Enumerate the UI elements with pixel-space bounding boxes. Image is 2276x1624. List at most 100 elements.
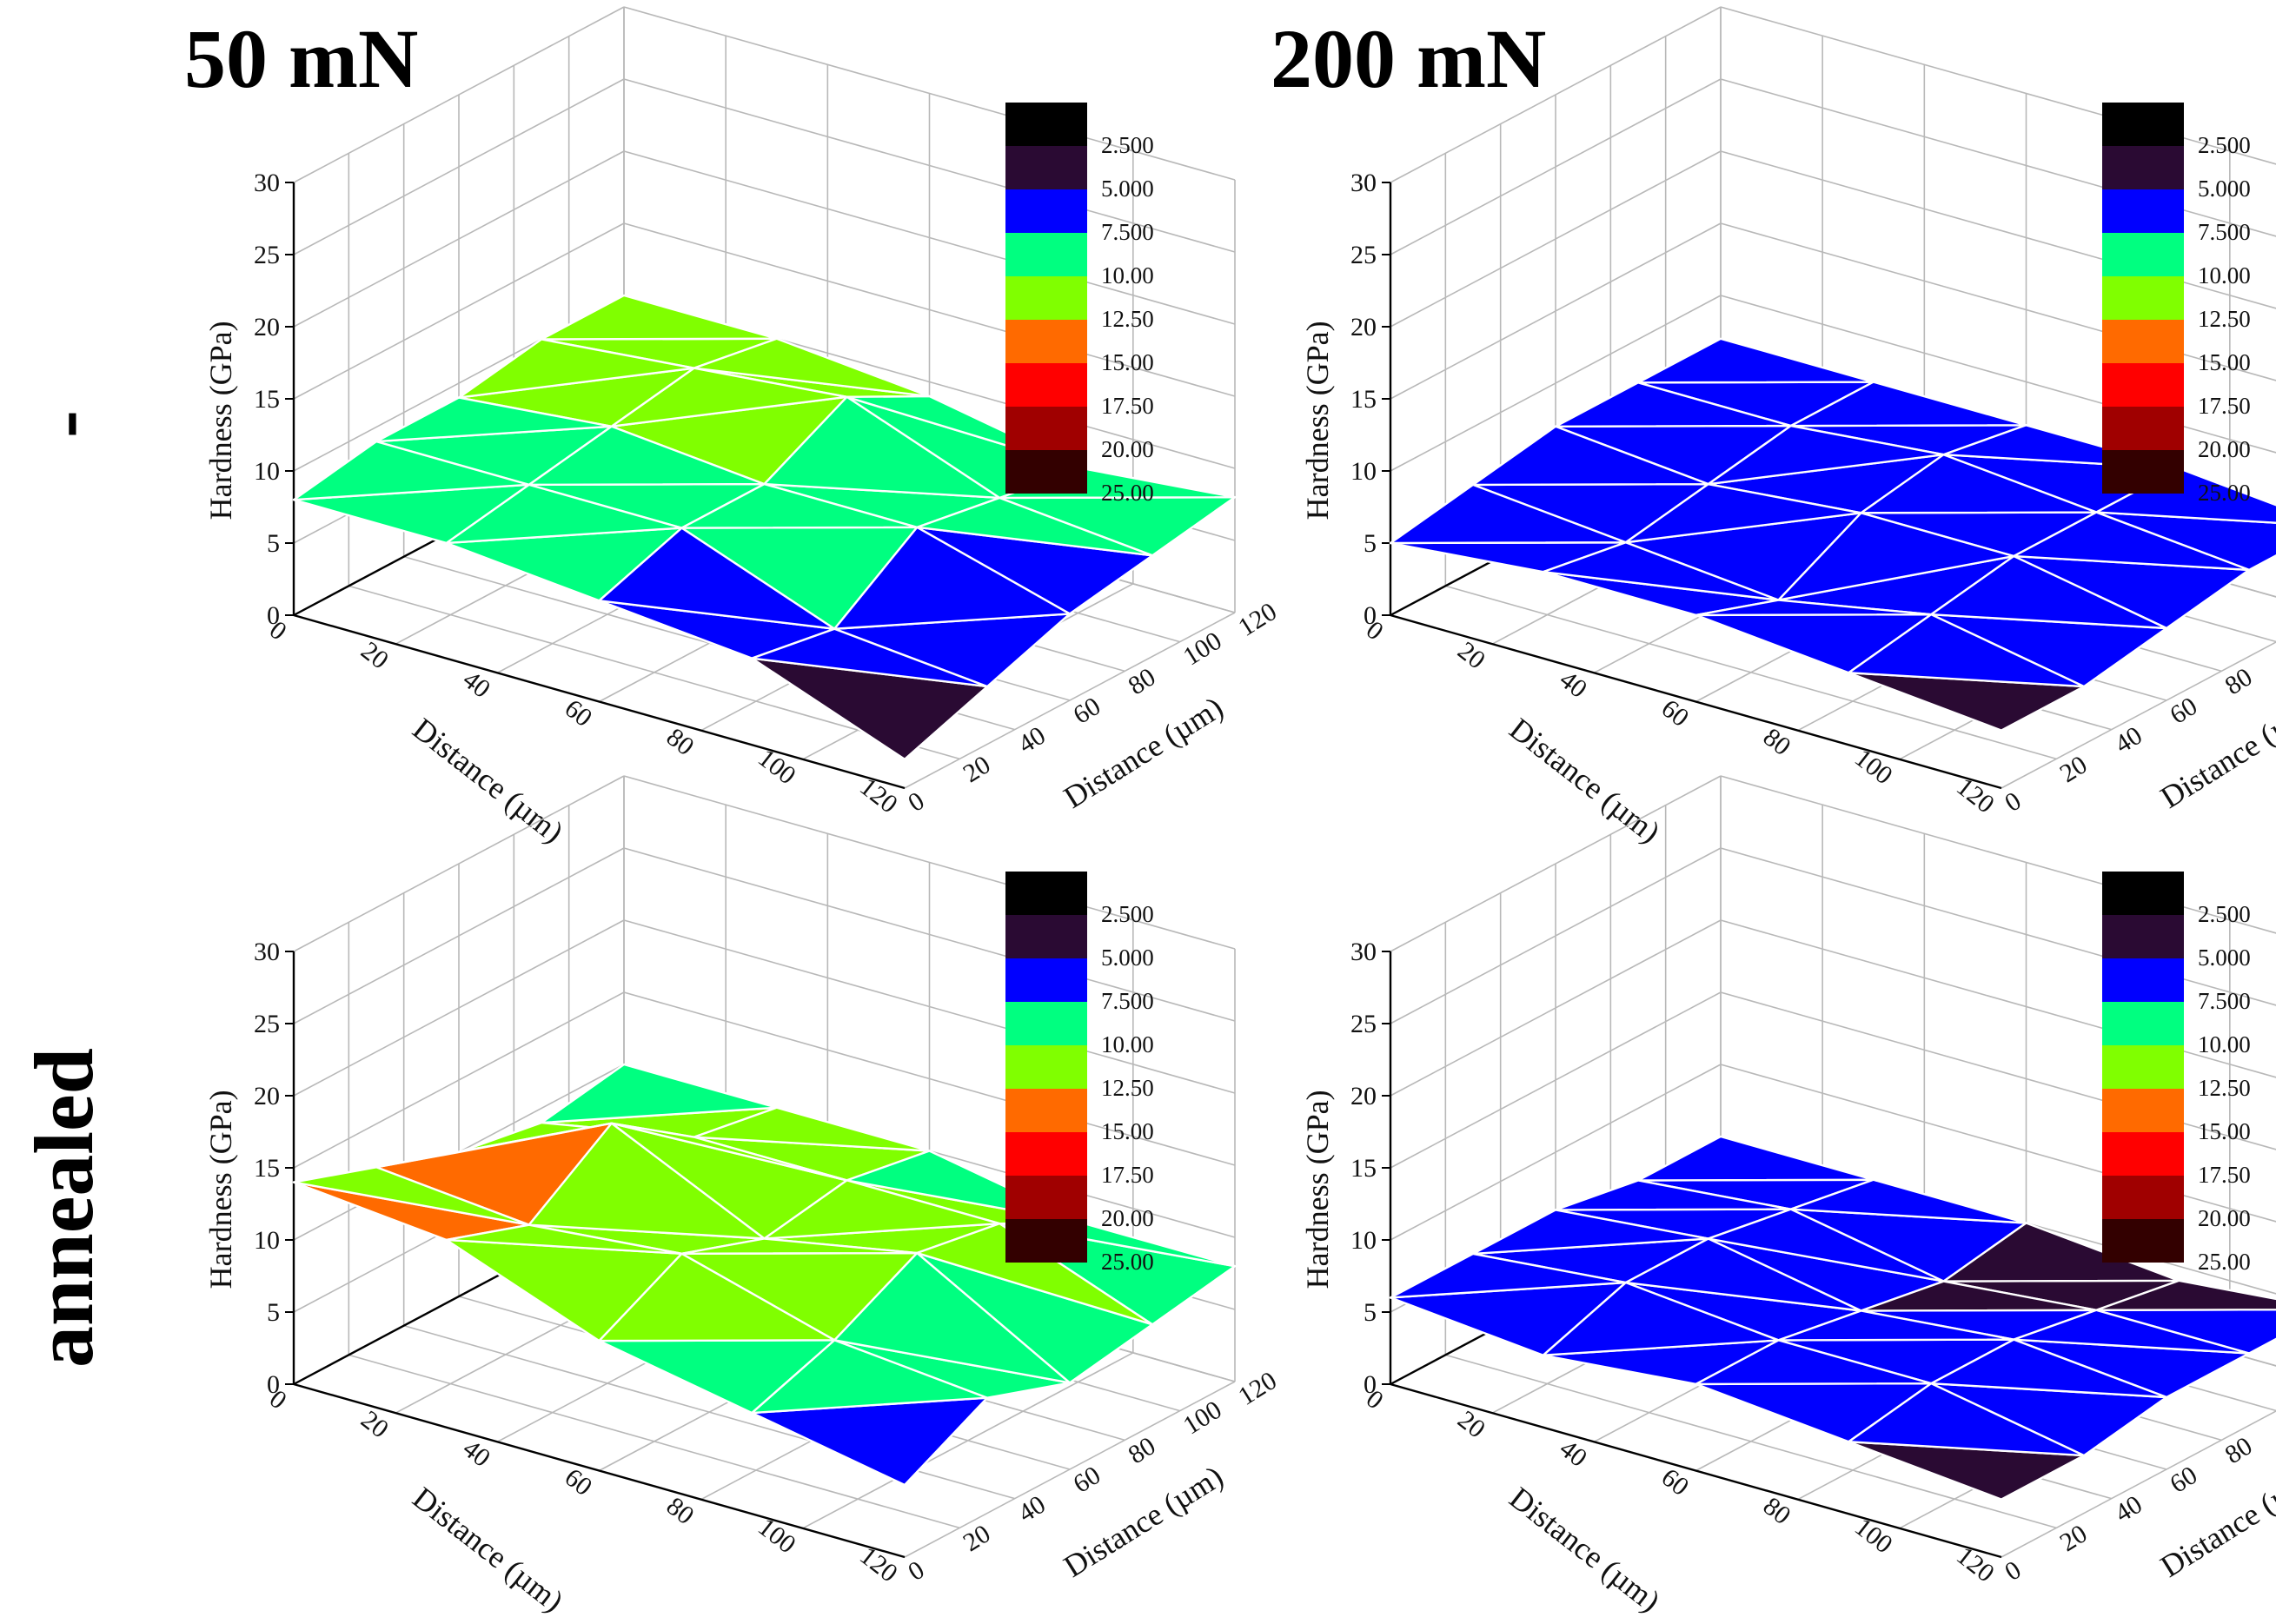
colorbar-label: 5.000 (1101, 176, 1154, 202)
grid-line (2001, 1410, 2276, 1558)
z-tick-label: 20 (254, 313, 280, 341)
colorbar-label: 7.500 (1101, 219, 1154, 245)
surface-facet (528, 425, 766, 487)
surface-facet (680, 482, 919, 529)
y-tick-label: 120 (1233, 1366, 1282, 1411)
grid-line (1720, 919, 2276, 1078)
colorbar-swatch (1005, 103, 1087, 146)
colorbar-label: 7.500 (1101, 988, 1154, 1014)
colorbar-swatch (2102, 958, 2184, 1002)
x-axis-label: Distance (µm) (407, 711, 570, 849)
x-axis-label: Distance (µm) (1503, 1480, 1667, 1618)
colorbar-swatch (2102, 872, 2184, 915)
x-axis (293, 613, 906, 790)
surface-facet (680, 1237, 919, 1255)
colorbar-label: 25.00 (2198, 480, 2251, 506)
colorbar-swatch (1005, 1045, 1087, 1089)
surface-facet (610, 367, 848, 428)
colorbar-label: 10.00 (2198, 1031, 2251, 1057)
z-tick-label: 25 (1350, 241, 1377, 269)
colorbar-label: 12.50 (2198, 306, 2251, 332)
colorbar-swatch (1005, 1219, 1087, 1263)
colorbar-label: 25.00 (2198, 1249, 2251, 1275)
colorbar-label: 17.50 (1101, 1162, 1154, 1188)
surface-facet (598, 527, 836, 630)
colorbar-swatch (2102, 450, 2184, 494)
colorbar-label: 20.00 (1101, 436, 1154, 462)
z-tick-label: 30 (1350, 938, 1377, 966)
surface-facet (751, 1339, 989, 1415)
colorbar-swatch (1005, 915, 1087, 958)
colorbar-swatch (2102, 407, 2184, 450)
z-tick-label: 10 (254, 1226, 280, 1255)
surface-facet (598, 1252, 836, 1342)
colorbar-label: 17.50 (2198, 1162, 2251, 1188)
surface-facet (1848, 613, 2086, 688)
colorbar-label: 20.00 (2198, 1205, 2251, 1231)
colorbar-label: 5.000 (2198, 176, 2251, 202)
surface-facet (1707, 424, 1945, 486)
surface-facet (1554, 1179, 1792, 1211)
surface-facet (1542, 541, 1780, 601)
colorbar-label: 15.00 (1101, 349, 1154, 375)
y-tick-label: 100 (2275, 626, 2276, 672)
x-tick-label: 120 (1951, 772, 2000, 819)
z-tick-label: 0 (267, 1370, 280, 1399)
surface-facet (445, 1223, 683, 1255)
colorbar-label: 12.50 (1101, 1075, 1154, 1101)
z-tick-label: 20 (254, 1082, 280, 1110)
surface-facet (1695, 599, 1933, 617)
surface-facet (916, 496, 1154, 557)
surface-facet (1777, 1309, 2015, 1342)
surface-facet (292, 1166, 530, 1226)
colorbar-label: 15.00 (2198, 349, 2251, 375)
grid-line (1720, 150, 2276, 309)
colorbar-swatch (2102, 363, 2184, 407)
surface-facet (445, 483, 683, 545)
z-tick-label: 15 (254, 385, 280, 414)
colorbar-label: 20.00 (1101, 1205, 1154, 1231)
colorbar-label: 10.00 (2198, 262, 2251, 288)
grid-line (1720, 847, 2276, 1006)
colorbar-swatch (1005, 1002, 1087, 1045)
surface-facet (693, 337, 931, 398)
z-tick-label: 10 (1350, 457, 1377, 486)
z-tick-label: 0 (1364, 1370, 1377, 1399)
z-tick-label: 30 (254, 938, 280, 966)
x-tick-label: 120 (854, 772, 903, 819)
z-axis-label: Hardness (GPa) (1300, 1090, 1335, 1289)
grid-line (2001, 641, 2276, 789)
surface-facet (1848, 1382, 2086, 1457)
surface-facet (1695, 1339, 1933, 1386)
z-tick-label: 0 (267, 601, 280, 630)
surface-facet (1860, 454, 2098, 514)
z-tick-label: 25 (1350, 1010, 1377, 1038)
column-title-50mn: 50 mN (184, 12, 418, 105)
y-tick-label: 100 (1178, 626, 1227, 672)
surface-facet (610, 1122, 848, 1182)
surface-facet (2013, 1309, 2251, 1355)
x-tick-label: 120 (854, 1541, 903, 1588)
surface-facet (1860, 1280, 2098, 1312)
surface-facet (1777, 512, 2015, 601)
z-tick-label: 15 (254, 1154, 280, 1183)
colorbar-label: 2.500 (1101, 901, 1154, 927)
z-tick-label: 30 (254, 169, 280, 197)
y-tick-label: 0 (903, 786, 929, 818)
x-tick-label: 100 (1849, 744, 1898, 791)
surface-facet (1789, 1178, 2027, 1224)
colorbar-swatch (2102, 1045, 2184, 1089)
z-tick-label: 0 (1364, 601, 1377, 630)
column-title-200mn: 200 mN (1271, 12, 1546, 105)
surface-facet (1707, 1208, 1945, 1283)
colorbar-label: 7.500 (2198, 219, 2251, 245)
colorbar-swatch (1005, 1132, 1087, 1176)
colorbar-swatch (1005, 189, 1087, 233)
z-tick-label: 10 (1350, 1226, 1377, 1255)
colorbar-label: 10.00 (1101, 1031, 1154, 1057)
colorbar-swatch (1005, 958, 1087, 1002)
colorbar-label: 2.500 (2198, 132, 2251, 158)
colorbar-swatch (2102, 233, 2184, 276)
